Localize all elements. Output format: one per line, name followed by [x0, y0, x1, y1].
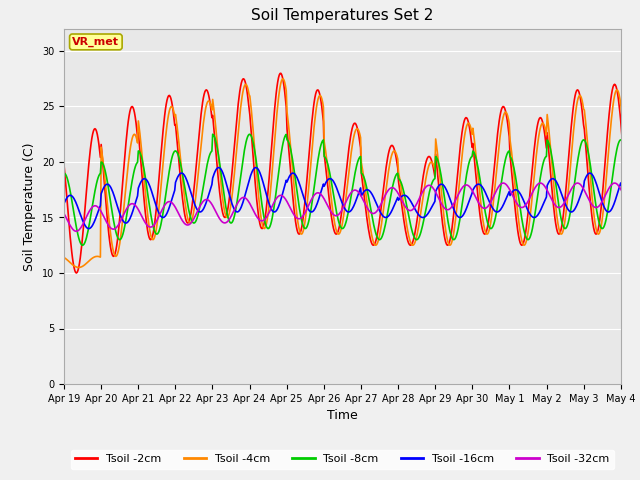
X-axis label: Time: Time	[327, 409, 358, 422]
Text: VR_met: VR_met	[72, 37, 119, 47]
Title: Soil Temperatures Set 2: Soil Temperatures Set 2	[252, 9, 433, 24]
Y-axis label: Soil Temperature (C): Soil Temperature (C)	[23, 142, 36, 271]
Legend: Tsoil -2cm, Tsoil -4cm, Tsoil -8cm, Tsoil -16cm, Tsoil -32cm: Tsoil -2cm, Tsoil -4cm, Tsoil -8cm, Tsoi…	[70, 450, 614, 469]
